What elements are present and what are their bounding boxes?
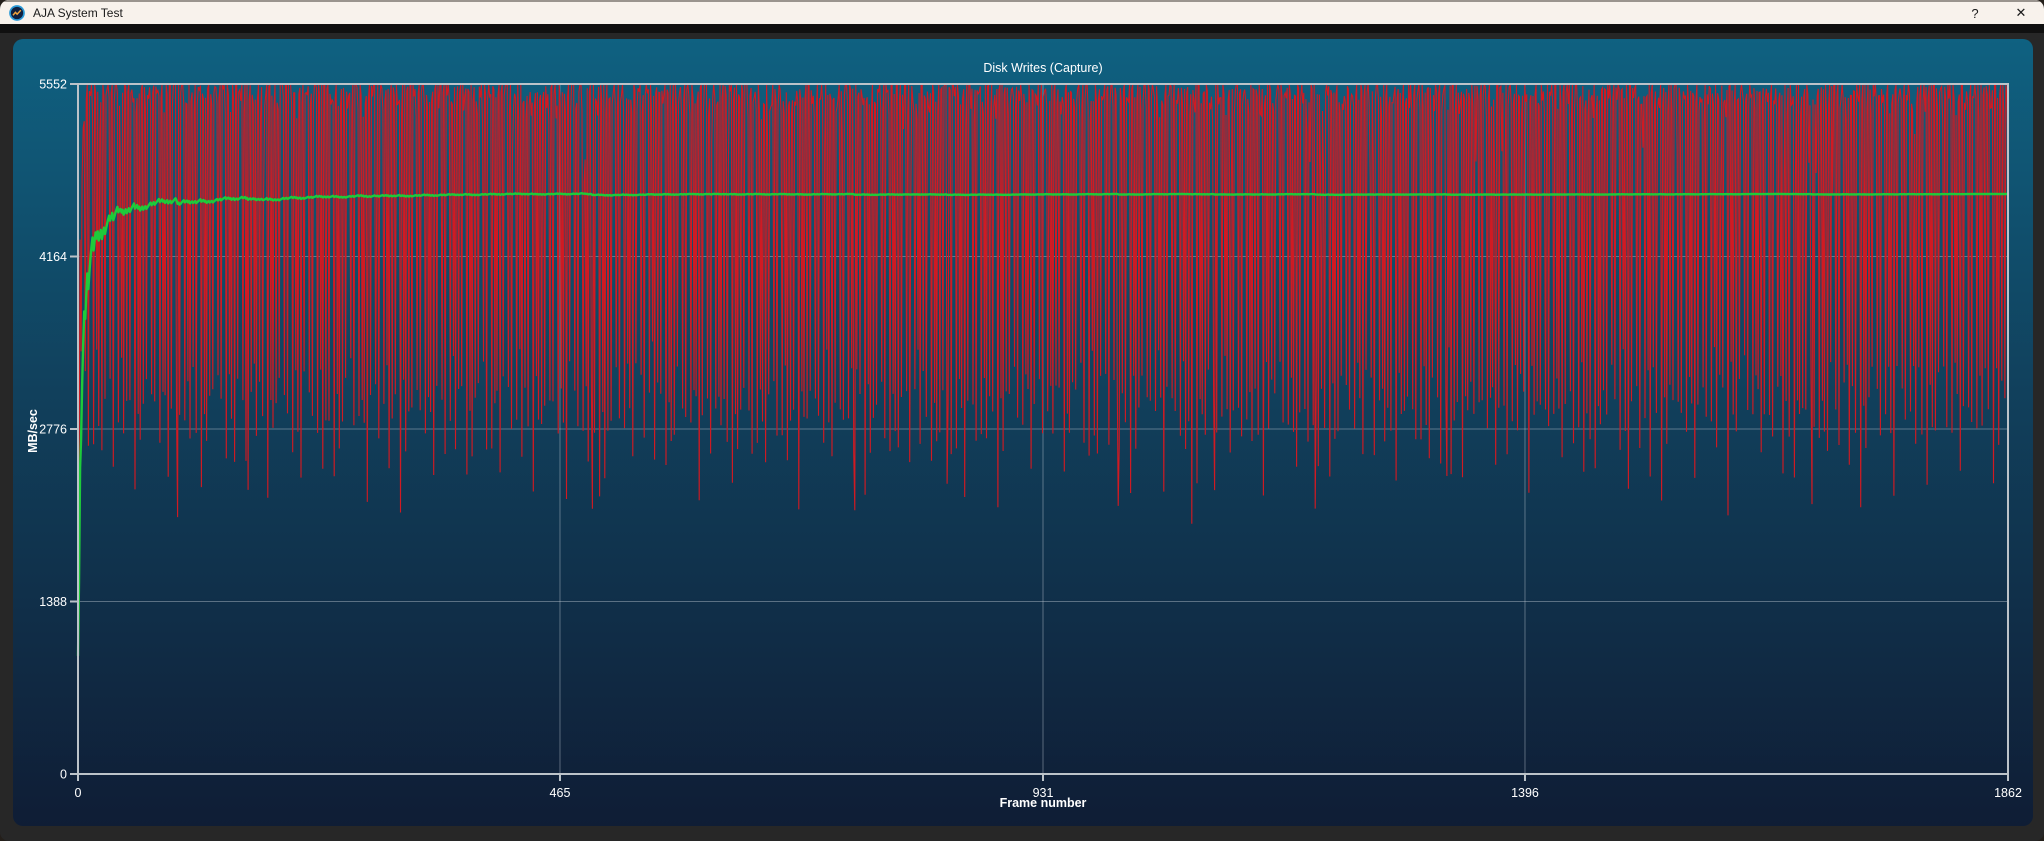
frame-shadow xyxy=(0,24,2044,33)
axis-layer: 0 465 931 1396 1862 0 1388 2776 4164 5552 xyxy=(39,78,2022,801)
chart-canvas: 0 465 931 1396 1862 0 1388 2776 4164 5552 Disk Wr… xyxy=(26,61,2022,810)
window-title: AJA System Test xyxy=(33,6,123,20)
x-tick-label: 1396 xyxy=(1511,786,1539,800)
help-button[interactable]: ? xyxy=(1971,5,1979,21)
series-green-average xyxy=(76,191,2009,656)
y-tick-label: 2776 xyxy=(39,423,67,437)
y-axis-title: MB/sec xyxy=(26,409,40,453)
x-tick-label: 0 xyxy=(75,786,82,800)
x-tick-label: 465 xyxy=(550,786,571,800)
x-tick-label: 931 xyxy=(1033,786,1054,800)
titlebar[interactable]: AJA System Test ? ✕ xyxy=(0,0,2044,24)
chart-title: Disk Writes (Capture) xyxy=(983,61,1102,75)
x-axis-title: Frame number xyxy=(1000,796,1087,810)
y-tick-label: 5552 xyxy=(39,78,67,92)
y-tick-label: 0 xyxy=(60,768,67,782)
y-tick-label: 1388 xyxy=(39,595,67,609)
x-tick-label: 1862 xyxy=(1994,786,2022,800)
close-button[interactable]: ✕ xyxy=(2015,5,2027,20)
chart-panel: 0 465 931 1396 1862 0 1388 2776 4164 5552 Disk Wr… xyxy=(13,39,2033,826)
y-tick-label: 4164 xyxy=(39,250,67,264)
app-icon xyxy=(9,5,25,21)
series-layer xyxy=(76,82,2009,656)
series-red-write-rate xyxy=(77,82,2009,656)
